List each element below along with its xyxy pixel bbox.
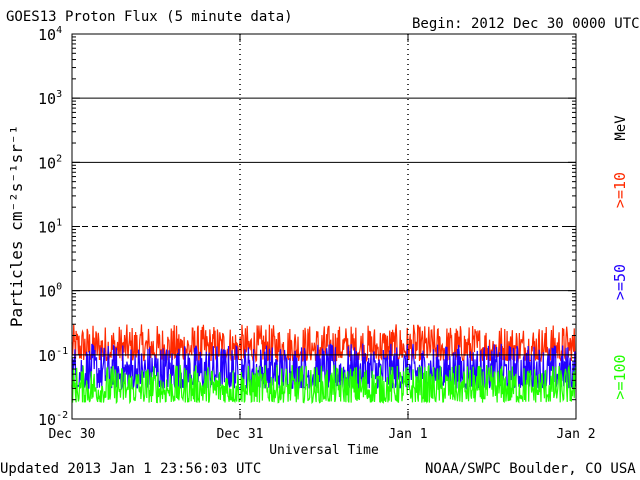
begin-time-label: Begin: 2012 Dec 30 0000 UTC bbox=[412, 16, 640, 32]
y-tick-label: 10-1 bbox=[38, 346, 68, 365]
series-layer bbox=[71, 324, 577, 405]
gridlines bbox=[72, 34, 576, 419]
x-tick-label: Jan 1 bbox=[388, 427, 427, 442]
legend-gte100: >=100 bbox=[611, 354, 629, 399]
y-tick-label: 103 bbox=[38, 89, 62, 108]
y-tick-label: 102 bbox=[38, 153, 62, 172]
y-tick-label: 104 bbox=[38, 25, 62, 44]
legend-gte10: >=10 bbox=[611, 172, 629, 208]
series-line-gte50 bbox=[71, 343, 577, 391]
series-line-gte100 bbox=[71, 364, 577, 405]
y-tick-label: 10-2 bbox=[38, 410, 68, 429]
y-tick-label: 101 bbox=[38, 218, 62, 237]
x-tick-label: Dec 31 bbox=[217, 427, 264, 442]
legend-gte50: >=50 bbox=[611, 264, 629, 300]
y-axis-title: Particles cm⁻²s⁻¹sr⁻¹ bbox=[7, 125, 26, 327]
x-tick-label: Jan 2 bbox=[556, 427, 595, 442]
chart-title: GOES13 Proton Flux (5 minute data) bbox=[6, 9, 293, 25]
axis-labels: Dec 30 Dec 31 Jan 1 Jan 2 10-2 10-1 100 101 102 1… bbox=[38, 25, 596, 442]
plot-frame bbox=[71, 33, 577, 420]
legend-unit-label: MeV bbox=[613, 115, 629, 141]
x-axis-title: Universal Time bbox=[269, 443, 379, 458]
agency-credit: NOAA/SWPC Boulder, CO USA bbox=[425, 461, 636, 477]
x-tick-label: Dec 30 bbox=[49, 427, 96, 442]
updated-timestamp: Updated 2013 Jan 1 23:56:03 UTC bbox=[0, 461, 262, 477]
y-tick-label: 100 bbox=[38, 282, 62, 301]
